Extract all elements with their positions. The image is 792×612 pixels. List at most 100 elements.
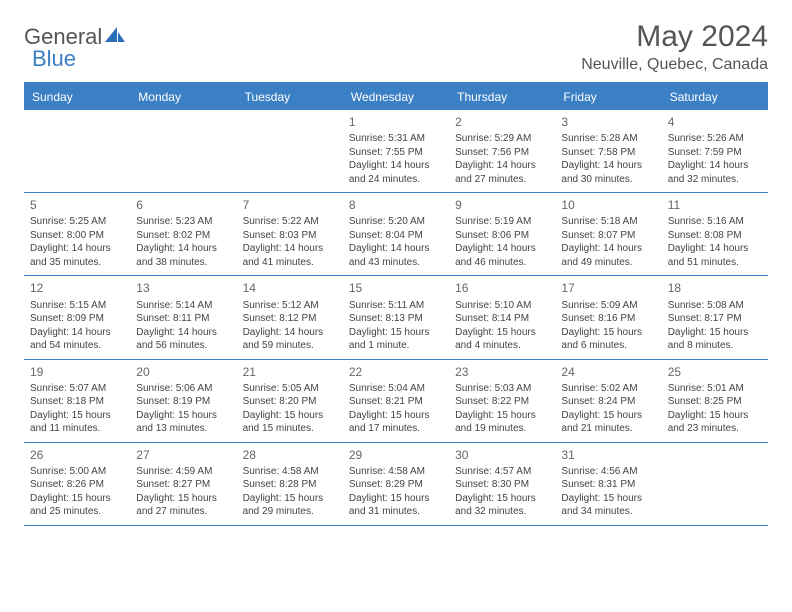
day-cell: 12Sunrise: 5:15 AMSunset: 8:09 PMDayligh…: [24, 276, 130, 358]
sunrise-text: Sunrise: 5:08 AM: [668, 299, 762, 313]
day-number: 30: [455, 447, 549, 463]
sunset-text: Sunset: 8:07 PM: [561, 229, 655, 243]
daylight-text: and 15 minutes.: [243, 422, 337, 436]
daylight-text: Daylight: 15 hours: [30, 409, 124, 423]
daylight-text: and 49 minutes.: [561, 256, 655, 270]
day-header: Sunday: [24, 84, 130, 110]
day-number: 2: [455, 114, 549, 130]
sunset-text: Sunset: 8:22 PM: [455, 395, 549, 409]
daylight-text: and 38 minutes.: [136, 256, 230, 270]
day-cell: 18Sunrise: 5:08 AMSunset: 8:17 PMDayligh…: [662, 276, 768, 358]
day-cell: 4Sunrise: 5:26 AMSunset: 7:59 PMDaylight…: [662, 110, 768, 192]
sunrise-text: Sunrise: 4:58 AM: [243, 465, 337, 479]
sunset-text: Sunset: 7:56 PM: [455, 146, 549, 160]
sunset-text: Sunset: 8:28 PM: [243, 478, 337, 492]
daylight-text: and 34 minutes.: [561, 505, 655, 519]
daylight-text: and 27 minutes.: [455, 173, 549, 187]
daylight-text: and 46 minutes.: [455, 256, 549, 270]
day-number: 29: [349, 447, 443, 463]
day-cell: 24Sunrise: 5:02 AMSunset: 8:24 PMDayligh…: [555, 360, 661, 442]
day-header: Tuesday: [237, 84, 343, 110]
day-cell: 30Sunrise: 4:57 AMSunset: 8:30 PMDayligh…: [449, 443, 555, 525]
sunset-text: Sunset: 7:59 PM: [668, 146, 762, 160]
daylight-text: and 1 minute.: [349, 339, 443, 353]
day-header: Wednesday: [343, 84, 449, 110]
sunrise-text: Sunrise: 5:31 AM: [349, 132, 443, 146]
daylight-text: Daylight: 15 hours: [668, 409, 762, 423]
sunset-text: Sunset: 8:29 PM: [349, 478, 443, 492]
sunrise-text: Sunrise: 5:07 AM: [30, 382, 124, 396]
daylight-text: Daylight: 14 hours: [243, 326, 337, 340]
week-row: 12Sunrise: 5:15 AMSunset: 8:09 PMDayligh…: [24, 276, 768, 359]
daylight-text: and 24 minutes.: [349, 173, 443, 187]
day-number: 4: [668, 114, 762, 130]
day-number: 10: [561, 197, 655, 213]
daylight-text: Daylight: 15 hours: [455, 326, 549, 340]
day-number: 15: [349, 280, 443, 296]
daylight-text: and 32 minutes.: [668, 173, 762, 187]
day-cell: 11Sunrise: 5:16 AMSunset: 8:08 PMDayligh…: [662, 193, 768, 275]
daylight-text: Daylight: 15 hours: [136, 492, 230, 506]
day-number: 20: [136, 364, 230, 380]
sunset-text: Sunset: 8:02 PM: [136, 229, 230, 243]
sunset-text: Sunset: 8:21 PM: [349, 395, 443, 409]
daylight-text: Daylight: 15 hours: [243, 492, 337, 506]
location: Neuville, Quebec, Canada: [581, 56, 768, 74]
day-number: 23: [455, 364, 549, 380]
sunrise-text: Sunrise: 5:01 AM: [668, 382, 762, 396]
day-cell: 29Sunrise: 4:58 AMSunset: 8:29 PMDayligh…: [343, 443, 449, 525]
day-cell: 3Sunrise: 5:28 AMSunset: 7:58 PMDaylight…: [555, 110, 661, 192]
daylight-text: and 59 minutes.: [243, 339, 337, 353]
daylight-text: Daylight: 15 hours: [561, 409, 655, 423]
daylight-text: and 11 minutes.: [30, 422, 124, 436]
sunrise-text: Sunrise: 4:57 AM: [455, 465, 549, 479]
sunrise-text: Sunrise: 5:29 AM: [455, 132, 549, 146]
day-cell: 16Sunrise: 5:10 AMSunset: 8:14 PMDayligh…: [449, 276, 555, 358]
day-number: 6: [136, 197, 230, 213]
daylight-text: and 23 minutes.: [668, 422, 762, 436]
daylight-text: and 8 minutes.: [668, 339, 762, 353]
daylight-text: Daylight: 14 hours: [349, 242, 443, 256]
sunrise-text: Sunrise: 5:23 AM: [136, 215, 230, 229]
day-header: Monday: [130, 84, 236, 110]
daylight-text: Daylight: 15 hours: [455, 492, 549, 506]
daylight-text: and 54 minutes.: [30, 339, 124, 353]
daylight-text: and 56 minutes.: [136, 339, 230, 353]
daylight-text: Daylight: 15 hours: [561, 326, 655, 340]
daylight-text: and 31 minutes.: [349, 505, 443, 519]
daylight-text: Daylight: 14 hours: [455, 159, 549, 173]
day-header: Saturday: [662, 84, 768, 110]
day-number: 31: [561, 447, 655, 463]
day-number: 14: [243, 280, 337, 296]
daylight-text: and 35 minutes.: [30, 256, 124, 270]
sunrise-text: Sunrise: 4:56 AM: [561, 465, 655, 479]
day-number: 21: [243, 364, 337, 380]
day-number: 18: [668, 280, 762, 296]
daylight-text: Daylight: 15 hours: [561, 492, 655, 506]
daylight-text: Daylight: 15 hours: [668, 326, 762, 340]
day-cell: 23Sunrise: 5:03 AMSunset: 8:22 PMDayligh…: [449, 360, 555, 442]
daylight-text: Daylight: 14 hours: [455, 242, 549, 256]
sunset-text: Sunset: 8:09 PM: [30, 312, 124, 326]
day-number: 22: [349, 364, 443, 380]
sunrise-text: Sunrise: 5:00 AM: [30, 465, 124, 479]
daylight-text: Daylight: 14 hours: [349, 159, 443, 173]
day-number: 9: [455, 197, 549, 213]
daylight-text: and 29 minutes.: [243, 505, 337, 519]
title-block: May 2024 Neuville, Quebec, Canada: [581, 20, 768, 74]
day-cell: 13Sunrise: 5:14 AMSunset: 8:11 PMDayligh…: [130, 276, 236, 358]
sunrise-text: Sunrise: 5:05 AM: [243, 382, 337, 396]
daylight-text: and 25 minutes.: [30, 505, 124, 519]
day-cell: 5Sunrise: 5:25 AMSunset: 8:00 PMDaylight…: [24, 193, 130, 275]
day-number: 3: [561, 114, 655, 130]
sunset-text: Sunset: 7:55 PM: [349, 146, 443, 160]
daylight-text: Daylight: 15 hours: [136, 409, 230, 423]
day-cell: 21Sunrise: 5:05 AMSunset: 8:20 PMDayligh…: [237, 360, 343, 442]
day-number: 12: [30, 280, 124, 296]
month-title: May 2024: [581, 20, 768, 54]
daylight-text: and 6 minutes.: [561, 339, 655, 353]
header: General May 2024 Neuville, Quebec, Canad…: [24, 20, 768, 74]
sunrise-text: Sunrise: 5:28 AM: [561, 132, 655, 146]
day-number: 1: [349, 114, 443, 130]
day-cell: 10Sunrise: 5:18 AMSunset: 8:07 PMDayligh…: [555, 193, 661, 275]
